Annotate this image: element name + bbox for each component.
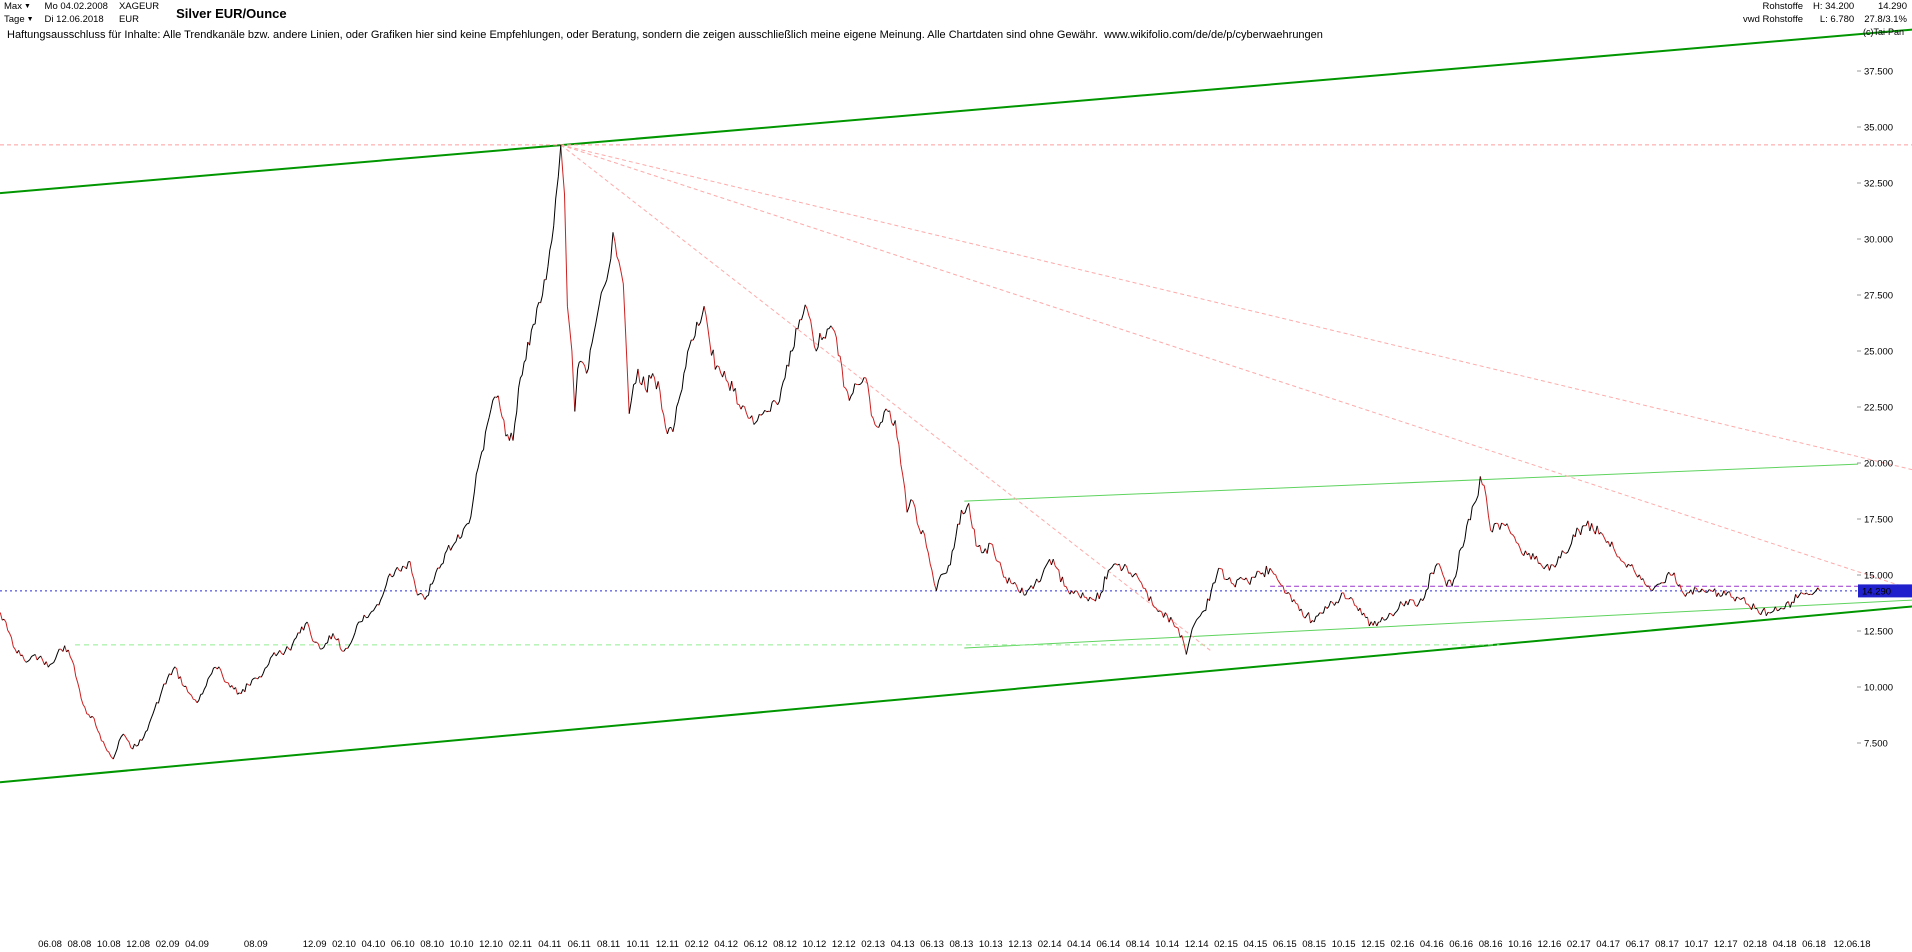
svg-text:25.000: 25.000 (1864, 347, 1893, 358)
svg-text:02.15: 02.15 (1214, 939, 1238, 950)
svg-text:10.13: 10.13 (979, 939, 1003, 950)
svg-text:20.000: 20.000 (1864, 459, 1893, 470)
svg-text:06.08: 06.08 (38, 939, 62, 950)
svg-text:08.14: 08.14 (1126, 939, 1150, 950)
svg-text:06.15: 06.15 (1273, 939, 1297, 950)
svg-text:02.14: 02.14 (1038, 939, 1062, 950)
svg-text:04.12: 04.12 (714, 939, 738, 950)
svg-text:06.10: 06.10 (391, 939, 415, 950)
high-value: H: 34.200 (1813, 1, 1855, 12)
header: Max ▼ Tage ▼ Mo 04.02.2008 Di 12.06.2018… (0, 0, 1912, 26)
svg-text:04.18: 04.18 (1773, 939, 1797, 950)
svg-text:14.290: 14.290 (1862, 586, 1891, 597)
svg-text:10.12: 10.12 (803, 939, 827, 950)
svg-text:10.000: 10.000 (1864, 683, 1893, 694)
copyright-label: (c)Tai-Pan (1862, 27, 1904, 37)
svg-text:02.13: 02.13 (861, 939, 885, 950)
svg-text:08.16: 08.16 (1479, 939, 1503, 950)
performance-value: 27.8/3.1% (1864, 14, 1907, 25)
range-dropdown[interactable]: Max ▼ (4, 1, 34, 12)
symbol-code: XAGEUR (118, 1, 160, 12)
svg-text:37.500: 37.500 (1864, 67, 1893, 78)
svg-text:08.17: 08.17 (1655, 939, 1679, 950)
svg-text:08.10: 08.10 (420, 939, 444, 950)
svg-text:02.11: 02.11 (509, 939, 532, 950)
svg-text:30.000: 30.000 (1864, 235, 1893, 246)
svg-text:04.14: 04.14 (1067, 939, 1091, 950)
svg-text:10.15: 10.15 (1332, 939, 1356, 950)
svg-text:22.500: 22.500 (1864, 403, 1893, 414)
period-dropdown-label: Tage (4, 14, 25, 25)
range-dropdown-label: Max (4, 1, 22, 12)
svg-text:17.500: 17.500 (1864, 515, 1893, 526)
low-value: L: 6.780 (1819, 14, 1855, 25)
svg-text:32.500: 32.500 (1864, 179, 1893, 190)
svg-text:12.08: 12.08 (126, 939, 150, 950)
svg-text:02.12: 02.12 (685, 939, 709, 950)
svg-text:12.13: 12.13 (1008, 939, 1032, 950)
category-label: Rohstoffe (1762, 1, 1804, 12)
svg-text:04.15: 04.15 (1244, 939, 1268, 950)
svg-text:08.13: 08.13 (950, 939, 974, 950)
svg-text:12.10: 12.10 (479, 939, 503, 950)
svg-text:12.11: 12.11 (656, 939, 679, 950)
svg-text:35.000: 35.000 (1864, 123, 1893, 134)
svg-text:04.17: 04.17 (1596, 939, 1620, 950)
svg-text:10.17: 10.17 (1685, 939, 1709, 950)
svg-text:08.08: 08.08 (68, 939, 92, 950)
disclaimer-text: Haftungsausschluss für Inhalte: Alle Tre… (7, 29, 1323, 41)
chevron-down-icon: ▼ (23, 3, 31, 10)
svg-text:10.08: 10.08 (97, 939, 121, 950)
svg-text:12.14: 12.14 (1185, 939, 1209, 950)
end-date: Di 12.06.2018 (44, 14, 104, 25)
svg-text:04.13: 04.13 (891, 939, 915, 950)
svg-text:06.13: 06.13 (920, 939, 944, 950)
chevron-down-icon: ▼ (26, 16, 34, 23)
svg-text:08.12: 08.12 (773, 939, 797, 950)
last-price-value: 14.290 (1877, 1, 1907, 12)
svg-text:08.11: 08.11 (597, 939, 620, 950)
svg-text:02.10: 02.10 (332, 939, 356, 950)
period-dropdown[interactable]: Tage ▼ (4, 14, 34, 25)
svg-text:06.16: 06.16 (1449, 939, 1473, 950)
svg-text:10.11: 10.11 (626, 939, 649, 950)
page-title: Silver EUR/Ounce (176, 6, 287, 21)
svg-text:10.14: 10.14 (1155, 939, 1179, 950)
svg-text:06.11: 06.11 (568, 939, 591, 950)
svg-text:12.15: 12.15 (1361, 939, 1385, 950)
data-source-label: vwd Rohstoffe (1742, 14, 1803, 25)
svg-text:02.09: 02.09 (156, 939, 180, 950)
svg-text:12.09: 12.09 (303, 939, 327, 950)
svg-text:10.10: 10.10 (450, 939, 474, 950)
svg-text:7.500: 7.500 (1864, 739, 1888, 750)
header-left: Max ▼ Tage ▼ Mo 04.02.2008 Di 12.06.2018… (0, 0, 297, 26)
svg-text:12.06.18: 12.06.18 (1834, 939, 1871, 950)
start-date: Mo 04.02.2008 (44, 1, 108, 12)
currency-code: EUR (118, 14, 139, 25)
svg-text:06.14: 06.14 (1097, 939, 1121, 950)
svg-text:04.09: 04.09 (185, 939, 209, 950)
svg-text:04.16: 04.16 (1420, 939, 1444, 950)
svg-text:12.17: 12.17 (1714, 939, 1738, 950)
svg-text:12.500: 12.500 (1864, 627, 1893, 638)
svg-text:02.17: 02.17 (1567, 939, 1591, 950)
svg-text:08.15: 08.15 (1302, 939, 1326, 950)
svg-text:06.12: 06.12 (744, 939, 768, 950)
svg-text:15.000: 15.000 (1864, 571, 1893, 582)
svg-text:27.500: 27.500 (1864, 291, 1893, 302)
header-right: Rohstoffe vwd Rohstoffe H: 34.200 L: 6.7… (1738, 0, 1912, 26)
svg-text:02.18: 02.18 (1743, 939, 1767, 950)
svg-text:04.11: 04.11 (538, 939, 561, 950)
svg-text:10.16: 10.16 (1508, 939, 1532, 950)
svg-text:12.12: 12.12 (832, 939, 856, 950)
svg-text:06.17: 06.17 (1626, 939, 1650, 950)
svg-text:08.09: 08.09 (244, 939, 268, 950)
svg-text:04.10: 04.10 (362, 939, 386, 950)
svg-text:12.16: 12.16 (1538, 939, 1562, 950)
svg-text:02.16: 02.16 (1391, 939, 1415, 950)
svg-text:06.18: 06.18 (1802, 939, 1826, 950)
